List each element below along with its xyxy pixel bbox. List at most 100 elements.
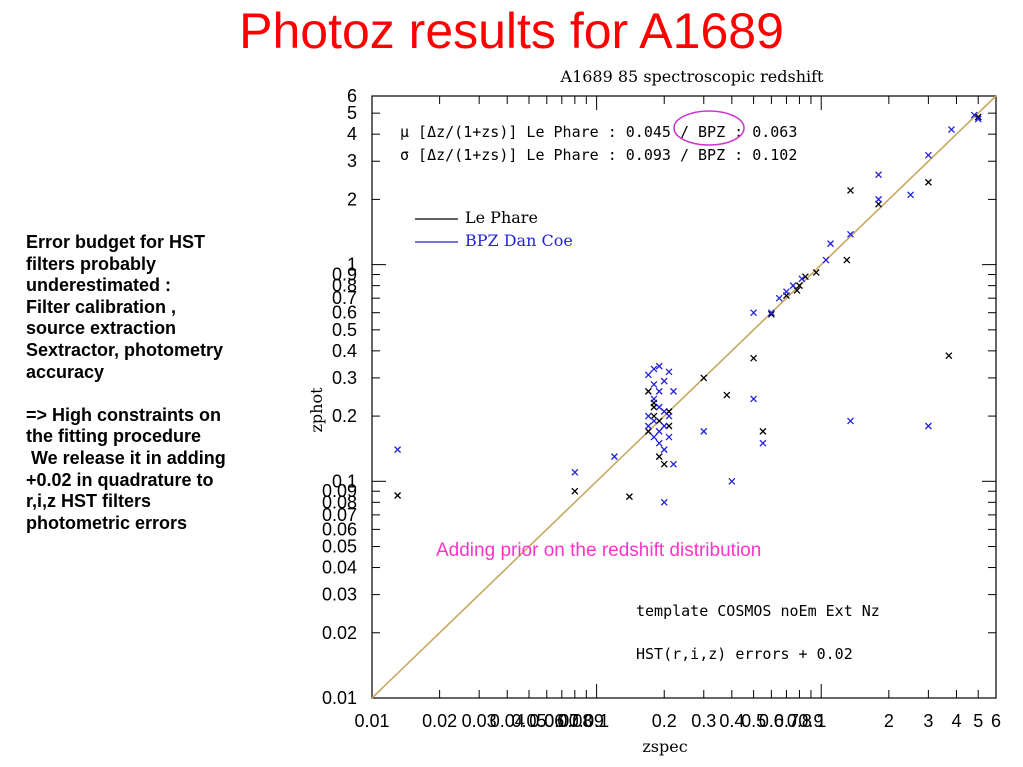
series-bpz-dan-coe [394,111,982,506]
y-tick-label: 0.04 [322,558,357,578]
annotation-template: template COSMOS noEm Ext Nz [636,602,880,620]
x-tick-label: 0.09 [569,711,604,731]
x-tick-label: 6 [991,711,1001,731]
le-phare-point [924,178,932,186]
bpz-point [847,230,854,238]
le-phare-point [655,417,663,425]
series-le-phare [394,113,982,501]
x-axis-label: zspec [642,737,687,756]
y-tick-label: 0.1 [332,471,357,491]
bpz-point [670,460,677,468]
bpz-point [798,275,806,283]
bpz-point [660,446,668,454]
stats-sigma: σ [Δz/(1+zs)] Le Phare : 0.093 / BPZ : 0… [400,146,797,164]
bpz-point [660,377,668,385]
bpz-point [750,309,758,317]
y-tick-label: 5 [347,103,357,123]
bpz-point [644,412,652,420]
y-tick-label: 0.9 [332,265,357,285]
one-to-one-line [371,95,997,699]
bpz-point [655,387,663,395]
le-phare-point [793,286,801,294]
le-phare-point [795,282,803,290]
le-phare-point [767,310,775,318]
y-tick-label: 1 [347,255,357,275]
y-tick-label: 0.01 [322,688,357,708]
bpz-point [947,126,955,134]
bpz-point [759,439,767,447]
bpz-point [650,417,658,425]
side-text-block: Error budget for HST filters probably unde… [26,232,296,534]
le-phare-point [625,493,633,501]
x-tick-label: 0.02 [422,711,457,731]
side-text-line: underestimated : [26,275,172,296]
y-tick-label: 3 [347,151,357,171]
side-text-line: Error budget for HST [26,232,205,252]
y-tick-label: 0.7 [332,288,357,308]
le-phare-point [723,391,731,399]
le-phare-point [644,387,652,395]
x-tick-label: 0.9 [798,711,823,731]
le-phare-point [801,273,809,281]
bpz-point [571,468,579,476]
x-tick-label: 2 [884,711,894,731]
bpz-point [875,195,883,203]
bpz-point [655,362,663,370]
le-phare-point [974,113,982,121]
y-tick-label: 0.5 [332,320,357,340]
y-tick-label: 0.06 [322,519,357,539]
bpz-point [650,395,658,403]
side-text-line: photometric errors [26,512,188,533]
x-tick-label: 0.6 [759,711,784,731]
y-axis-label: zphot [307,387,326,433]
y-tick-label: 0.02 [322,623,357,643]
le-phare-point [700,374,708,382]
side-text-line: Filter calibration , [26,296,177,317]
side-text-line: => High constraints on [26,404,222,425]
le-phare-point [843,256,851,264]
highlight-circle [673,110,745,146]
y-tick-label: 0.4 [332,341,357,361]
bpz-point [650,380,658,388]
y-tick-label: 0.08 [322,492,357,512]
bpz-point [924,422,932,430]
side-text-line: source extraction [26,318,177,339]
x-tick-label: 0.06 [529,711,564,731]
x-tick-label: 0.01 [354,711,389,731]
y-tick-label: 0.09 [322,481,357,501]
bpz-point [665,368,673,376]
le-phare-point [750,354,758,362]
prior-note: Adding prior on the redshift distributio… [436,540,761,561]
x-tick-labels: 0.01 0.02 0.030.040.050.060.070.080.090.1 0… [354,711,1001,731]
y-tick-label: 2 [347,189,357,209]
y-tick-label: 0.3 [332,368,357,388]
le-phare-point [945,352,953,360]
bpz-point [650,433,658,441]
side-text-line: accuracy [26,361,105,382]
x-tick-label: 5 [973,711,983,731]
side-text-line: filters probably [26,253,157,274]
x-tick-label: 0.8 [787,711,812,731]
x-tick-label: 0.3 [691,711,716,731]
x-tick-label: 0.7 [774,711,799,731]
bpz-point [875,171,883,179]
legend-label-bpz: BPZ Dan Coe [465,231,573,250]
y-tick-label: 0.07 [322,505,357,525]
x-tick-label: 0.1 [584,711,609,731]
le-phare-point [812,269,820,276]
bpz-point [775,294,783,302]
stats-mu: μ [Δz/(1+zs)] Le Phare : 0.045 / BPZ : 0… [400,123,797,141]
le-phare-point [571,487,579,495]
y-tick-label: 0.2 [332,406,357,426]
x-tick-label: 1 [816,711,826,731]
x-tick-label: 0.07 [544,711,579,731]
bpz-point [650,365,658,373]
le-phare-point [655,453,663,461]
bpz-point [822,256,830,264]
plot-frame [371,95,997,699]
side-text-line: We release it in adding [26,447,226,468]
bpz-point [665,412,673,420]
y-tick-label: 4 [347,124,357,144]
bpz-point [847,417,854,425]
